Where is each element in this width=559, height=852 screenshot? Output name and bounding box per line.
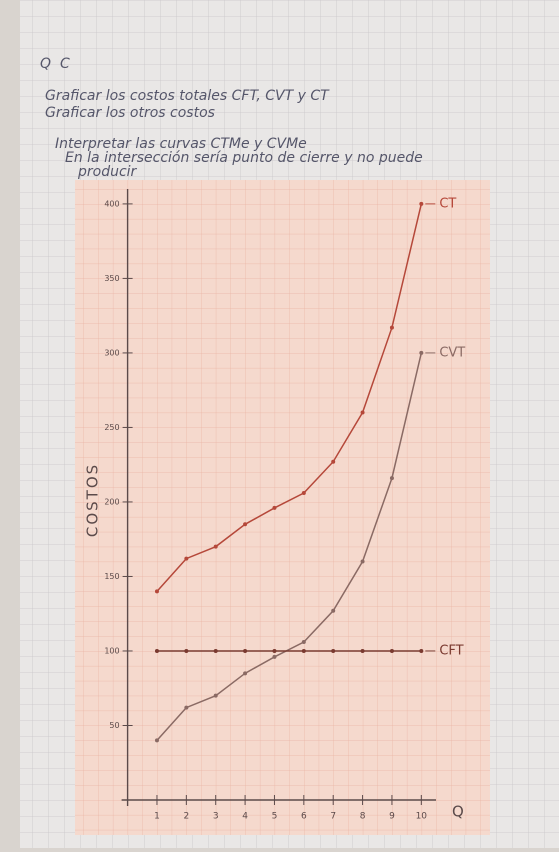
- y-tick-label: 100: [104, 646, 119, 655]
- data-point: [419, 648, 424, 653]
- data-point: [184, 556, 189, 561]
- y-tick-label: 250: [104, 423, 119, 432]
- data-point: [154, 589, 159, 594]
- x-tick-label: 3: [213, 812, 219, 822]
- legend-label: CFT: [439, 643, 463, 658]
- data-point: [243, 648, 248, 653]
- note-line: Interpretar las curvas CTMe y CVMe: [55, 136, 307, 152]
- x-tick-label: 5: [272, 812, 278, 822]
- x-tick-label: 9: [389, 812, 395, 822]
- y-tick-label: 150: [104, 572, 119, 581]
- series-line: [156, 352, 423, 741]
- data-point: [389, 476, 394, 481]
- x-tick-label: 4: [242, 812, 248, 822]
- data-point: [419, 201, 424, 206]
- data-point: [243, 671, 248, 676]
- header-mark: C: [60, 56, 70, 72]
- x-tick-label: 6: [301, 812, 307, 822]
- legend-label: CT: [439, 196, 456, 211]
- data-point: [184, 648, 189, 653]
- data-point: [213, 544, 218, 549]
- y-tick-label: 300: [104, 348, 119, 357]
- x-tick-label: 1: [154, 812, 160, 822]
- data-point: [360, 559, 365, 564]
- x-axis-label: Q: [452, 803, 464, 821]
- y-tick-label: 50: [109, 721, 119, 730]
- data-point: [243, 522, 248, 527]
- data-point: [301, 491, 306, 496]
- data-point: [154, 738, 159, 743]
- y-axis-label: COSTOS: [84, 463, 102, 537]
- x-tick-label: 10: [416, 812, 428, 822]
- data-point: [331, 459, 336, 464]
- note-line: Graficar los otros costos: [45, 105, 215, 121]
- data-point: [272, 648, 277, 653]
- y-tick-label: 400: [104, 199, 119, 208]
- note-line: Graficar los costos totales CFT, CVT y C…: [45, 88, 330, 104]
- data-point: [301, 648, 306, 653]
- x-tick-label: 8: [360, 812, 366, 822]
- x-tick-label: 7: [330, 812, 336, 822]
- data-point: [213, 693, 218, 698]
- series-line: [156, 203, 423, 592]
- data-point: [184, 705, 189, 710]
- header-mark: Q: [40, 56, 51, 72]
- data-point: [154, 648, 159, 653]
- data-point: [389, 325, 394, 330]
- data-point: [331, 608, 336, 613]
- x-tick-label: 2: [183, 812, 189, 822]
- legend-label: CVT: [439, 345, 465, 360]
- note-line: producir: [77, 164, 138, 180]
- data-point: [213, 648, 218, 653]
- y-tick-label: 350: [104, 274, 119, 283]
- data-point: [331, 648, 336, 653]
- data-point: [419, 350, 424, 355]
- data-point: [360, 648, 365, 653]
- data-point: [272, 505, 277, 510]
- y-tick-label: 200: [104, 497, 119, 506]
- note-line: En la intersección sería punto de cierre…: [65, 150, 423, 166]
- data-point: [272, 654, 277, 659]
- data-point: [389, 648, 394, 653]
- chart: 50 100 150 200 250 300 350 400 1 2 3 4 5 6 7 8 9 10 COSTOS…: [84, 189, 465, 822]
- data-point: [360, 410, 365, 415]
- data-point: [301, 640, 306, 645]
- graph-paper-grid: [75, 180, 490, 835]
